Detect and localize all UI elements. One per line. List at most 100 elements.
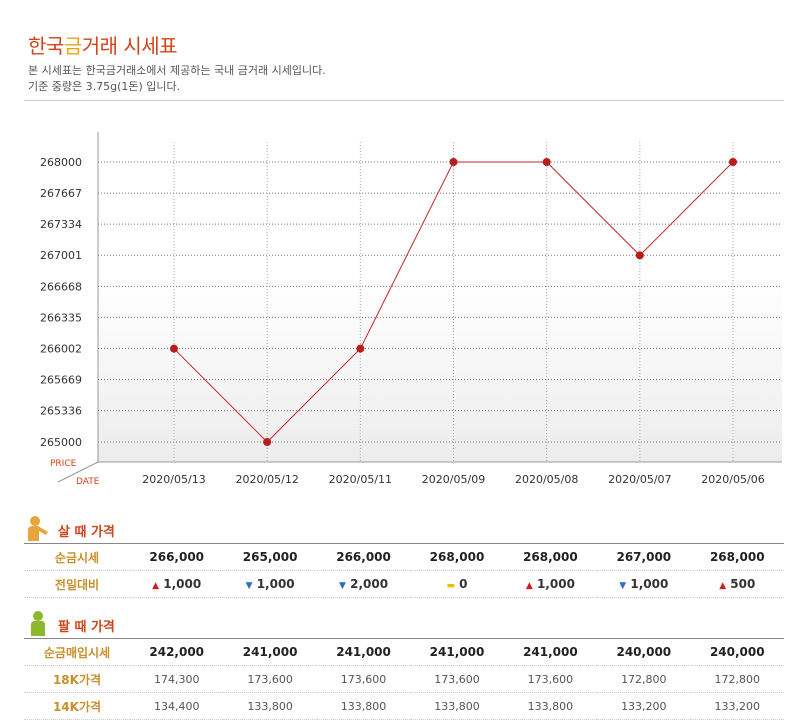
change-cell: ▼ 1,000 [223, 570, 317, 598]
row-header: 14K가격 [24, 692, 130, 720]
up-arrow-icon: ▲ [152, 581, 160, 591]
price-cell: 133,200 [690, 692, 784, 720]
price-cell: 241,000 [316, 638, 411, 666]
axis-corner-diagonal [57, 461, 99, 483]
table-row: 순금매입시세 242,000 241,000 241,000 241,000 241,00… [24, 638, 784, 666]
data-point [263, 438, 272, 446]
price-cell: 242,000 [130, 638, 224, 666]
price-cell: 174,300 [130, 665, 224, 693]
change-value: 1,000 [626, 577, 669, 591]
row-header: 전일대비 [24, 570, 130, 598]
y-tick-label: 265669 [40, 374, 82, 387]
sell-price-table: 순금매입시세 242,000 241,000 241,000 241,000 241,00… [24, 638, 784, 720]
price-cell: 172,800 [690, 665, 784, 693]
price-cell: 133,800 [316, 692, 411, 720]
price-cell: 265,000 [223, 543, 317, 571]
change-cell: ▲ 1,000 [503, 570, 598, 598]
change-value: 1,000 [159, 577, 202, 591]
down-arrow-icon: ▼ [619, 581, 627, 591]
table-row: 순금시세 266,000 265,000 266,000 268,000 268,000 2… [24, 543, 784, 571]
change-cell: ▬ 0 [410, 570, 504, 598]
price-cell: 268,000 [410, 543, 504, 571]
x-tick-label: 2020/05/07 [608, 473, 671, 486]
price-cell: 133,200 [597, 692, 691, 720]
sell-person-icon [31, 611, 45, 636]
x-tick-label: 2020/05/12 [235, 473, 298, 486]
change-value: 2,000 [345, 577, 389, 591]
price-cell: 268,000 [690, 543, 784, 571]
price-cell: 173,600 [503, 665, 598, 693]
title-part1: 한국 [28, 34, 64, 58]
y-tick-label: 265000 [40, 436, 82, 449]
change-cell: ▲ 1,000 [130, 570, 224, 598]
price-cell: 241,000 [503, 638, 598, 666]
header-divider [24, 100, 784, 101]
x-tick-label: 2020/05/06 [701, 473, 764, 486]
price-cell: 241,000 [410, 638, 504, 666]
y-tick-label: 267667 [40, 187, 82, 200]
price-cell: 266,000 [316, 543, 411, 571]
up-arrow-icon: ▲ [525, 581, 533, 591]
up-arrow-icon: ▲ [719, 581, 727, 591]
x-tick-label: 2020/05/11 [329, 473, 392, 486]
x-tick-label: 2020/05/09 [422, 473, 485, 486]
price-cell: 173,600 [410, 665, 504, 693]
price-cell: 241,000 [223, 638, 317, 666]
page-title: 한국금거래 시세표 [28, 30, 178, 59]
x-tick-label: 2020/05/13 [142, 473, 205, 486]
change-value: 0 [454, 577, 468, 591]
table-row: 14K가격 134,400 133,800 133,800 133,800 133,800… [24, 692, 784, 720]
price-cell: 266,000 [130, 543, 224, 571]
table-row: 18K가격 174,300 173,600 173,600 173,600 173,600… [24, 665, 784, 693]
change-cell: ▲ 500 [690, 570, 784, 598]
price-line-chart: 268000 267667 267334 267001 266668 266335 2660… [40, 132, 782, 487]
plot-background [98, 280, 782, 462]
down-arrow-icon: ▼ [245, 581, 253, 591]
row-header: 순금매입시세 [24, 638, 130, 666]
price-cell: 134,400 [130, 692, 224, 720]
description-line-2: 기준 중량은 3.75g(1돈) 입니다. [28, 80, 181, 93]
data-point [635, 251, 644, 260]
title-part3: 거래 시세표 [81, 34, 178, 58]
price-cell: 173,600 [223, 665, 317, 693]
title-highlight: 금 [63, 34, 82, 58]
y-tick-label: 268000 [40, 156, 82, 169]
price-cell: 133,800 [223, 692, 317, 720]
change-value: 500 [726, 577, 756, 591]
y-tick-label: 266668 [40, 280, 82, 293]
row-header: 18K가격 [24, 665, 130, 693]
data-point [449, 158, 458, 166]
table-row: 전일대비 ▲ 1,000 ▼ 1,000 ▼ 2,000 ▬ 0 ▲ 1,000 ▼ 1,0… [24, 570, 784, 598]
data-point [542, 158, 551, 166]
y-tick-label: 267334 [40, 218, 82, 231]
data-point [356, 344, 365, 353]
down-arrow-icon: ▼ [339, 581, 346, 591]
change-cell: ▼ 1,000 [597, 570, 691, 598]
price-cell: 268,000 [503, 543, 598, 571]
price-cell: 240,000 [597, 638, 691, 666]
price-cell: 240,000 [690, 638, 784, 666]
buy-section-title: 살 때 가격 [58, 525, 115, 540]
buy-price-table: 순금시세 266,000 265,000 266,000 268,000 268,000 2… [24, 543, 784, 598]
buy-person-icon [28, 516, 48, 541]
price-cell: 173,600 [316, 665, 411, 693]
y-axis-label: PRICE [50, 459, 77, 469]
change-value: 1,000 [252, 577, 295, 591]
x-axis-label: DATE [76, 477, 100, 487]
buy-price-section: 살 때 가격 순금시세 266,000 265,000 266,000 268,000 2… [24, 515, 784, 598]
x-tick-label: 2020/05/08 [515, 473, 578, 486]
sell-price-section: 팔 때 가격 순금매입시세 242,000 241,000 241,000 241,00… [24, 610, 784, 720]
no-change-icon: ▬ [446, 581, 455, 591]
description-line-1: 본 시세표는 한국금거래소에서 제공하는 국내 금거래 시세입니다. [28, 64, 326, 77]
y-tick-label: 265336 [40, 405, 82, 418]
sell-section-title: 팔 때 가격 [58, 620, 115, 635]
data-point [729, 158, 737, 166]
y-tick-label: 266002 [40, 342, 82, 355]
price-cell: 133,800 [503, 692, 598, 720]
price-cell: 133,800 [410, 692, 504, 720]
data-point [170, 344, 178, 353]
change-value: 1,000 [532, 577, 575, 591]
price-cell: 172,800 [597, 665, 691, 693]
y-tick-label: 267001 [40, 249, 82, 262]
y-tick-label: 266335 [40, 311, 82, 324]
